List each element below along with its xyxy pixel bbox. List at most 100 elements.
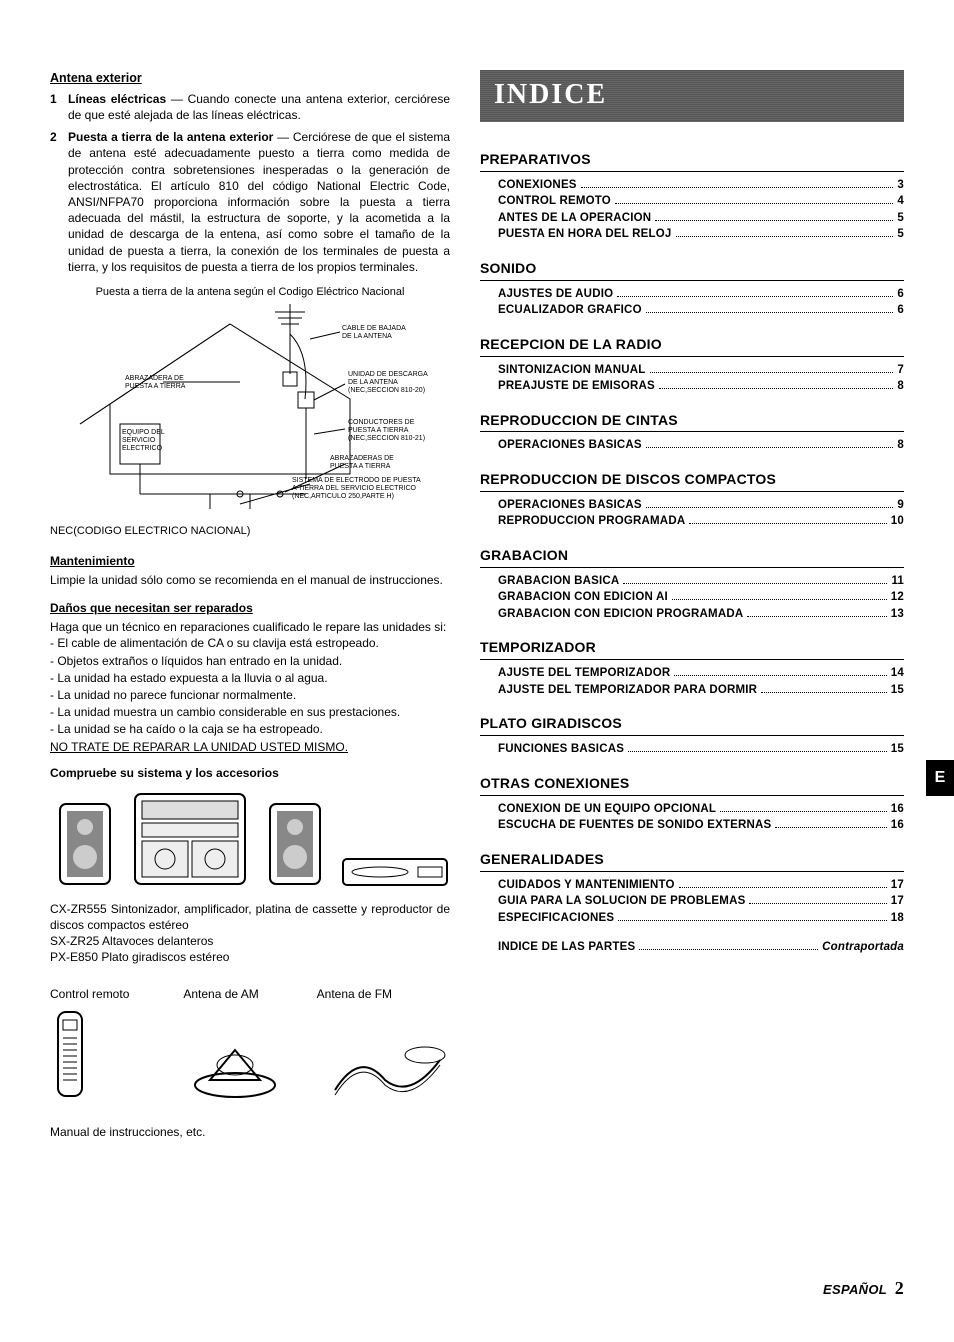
toc-row: INDICE DE LAS PARTES Contraportada (498, 940, 904, 956)
toc-row: ESCUCHA DE FUENTES DE SONIDO EXTERNAS16 (498, 818, 904, 834)
toc-row: REPRODUCCION PROGRAMADA10 (498, 514, 904, 530)
toc-dots (747, 616, 886, 617)
danos-item: El cable de alimentación de CA o su clav… (50, 635, 450, 651)
acc-text-1: CX-ZR555 Sintonizador, amplificador, pla… (50, 901, 450, 933)
toc-row: CUIDADOS Y MANTENIMIENTO17 (498, 878, 904, 894)
manual-note: Manual de instrucciones, etc. (50, 1124, 450, 1140)
toc-label: GRABACION CON EDICION PROGRAMADA (498, 607, 743, 623)
figure-caption: Puesta a tierra de la antena según el Co… (50, 285, 450, 300)
toc-row: CONEXIONES3 (498, 178, 904, 194)
toc-dots (628, 751, 887, 752)
toc-page: 17 (891, 894, 904, 910)
grounding-diagram-svg: CABLE DE BAJADADE LA ANTENA ABRAZADERA D… (60, 304, 440, 524)
toc-row: GRABACION BASICA11 (498, 574, 904, 590)
toc-section-heading: REPRODUCCION DE CINTAS (480, 411, 904, 433)
toc-page: 5 (897, 211, 904, 227)
toc-section-items: FUNCIONES BASICAS 15 (480, 742, 904, 758)
danos-item: La unidad ha estado expuesta a la lluvia… (50, 670, 450, 686)
danos-item: Objetos extraños o líquidos han entrado … (50, 653, 450, 669)
toc-dots (618, 920, 886, 921)
toc-section-items: CUIDADOS Y MANTENIMIENTO17GUIA PARA LA S… (480, 878, 904, 927)
indice-banner: INDICE (480, 70, 904, 122)
toc-dots (581, 187, 894, 188)
toc-row: GUIA PARA LA SOLUCION DE PROBLEMAS 17 (498, 894, 904, 910)
toc-section-items: AJUSTES DE AUDIO6ECUALIZADOR GRAFICO6 (480, 287, 904, 319)
language-tab: E (926, 760, 954, 796)
acc-label: Antena de AM (183, 986, 316, 1002)
toc-dots (617, 296, 893, 297)
toc-dots (749, 903, 886, 904)
toc-row: SINTONIZACION MANUAL7 (498, 363, 904, 379)
toc-row: GRABACION CON EDICION AI12 (498, 590, 904, 606)
toc-label: PREAJUSTE DE EMISORAS (498, 379, 655, 395)
toc-page: Contraportada (822, 940, 904, 956)
heading-antena: Antena exterior (50, 70, 450, 87)
toc-dots (646, 312, 894, 313)
safety-label: Puesta a tierra de la antena exterior (68, 130, 273, 144)
fig-label-sistema: SISTEMA DE ELECTRODO DE PUESTAA TIERRA D… (292, 477, 421, 500)
toc-row: AJUSTE DEL TEMPORIZADOR PARA DORMIR15 (498, 683, 904, 699)
toc-row: OPERACIONES BASICAS 8 (498, 438, 904, 454)
toc-page: 11 (891, 574, 904, 590)
toc-row: GRABACION CON EDICION PROGRAMADA 13 (498, 607, 904, 623)
toc-dots (655, 220, 893, 221)
toc-row: OPERACIONES BASICAS 9 (498, 498, 904, 514)
toc-page: 8 (897, 438, 904, 454)
toc-section-heading: TEMPORIZADOR (480, 638, 904, 660)
footer-lang: ESPAÑOL (823, 1282, 887, 1297)
toc-page: 18 (891, 911, 904, 927)
toc-page: 12 (891, 590, 904, 606)
fm-antenna-icon (330, 1040, 450, 1104)
toc-label: OPERACIONES BASICAS (498, 498, 642, 514)
toc-section-heading: PLATO GIRADISCOS (480, 714, 904, 736)
toc-page: 16 (891, 818, 904, 834)
toc-dots (720, 811, 887, 812)
toc-label: ESPECIFICACIONES (498, 911, 614, 927)
small-accessories-row (50, 1010, 450, 1104)
toc-section-items: CONEXIONES3CONTROL REMOTO4ANTES DE LA OP… (480, 178, 904, 243)
toc-section-heading: REPRODUCCION DE DISCOS COMPACTOS (480, 470, 904, 492)
small-acc-labels: Control remoto Antena de AM Antena de FM (50, 986, 450, 1002)
danos-warning: NO TRATE DE REPARAR LA UNIDAD USTED MISM… (50, 739, 450, 755)
toc-label: FUNCIONES BASICAS (498, 742, 624, 758)
toc-page: 4 (897, 194, 904, 210)
toc-row: PREAJUSTE DE EMISORAS 8 (498, 379, 904, 395)
fig-label-unidad: UNIDAD DE DESCARGADE LA ANTENA(NEC,SECCI… (348, 371, 428, 394)
toc-page: 15 (891, 742, 904, 758)
safety-text: — Cerciórese de que el sistema de antena… (68, 130, 450, 274)
safety-item: 2 Puesta a tierra de la antena exterior … (50, 129, 450, 275)
toc-dots (615, 203, 893, 204)
danos-item: La unidad se ha caído o la caja se ha es… (50, 721, 450, 737)
toc-dots (650, 372, 894, 373)
toc: PREPARATIVOS CONEXIONES3CONTROL REMOTO4AN… (480, 150, 904, 926)
toc-dots (679, 887, 887, 888)
toc-page: 13 (891, 607, 904, 623)
toc-dots (623, 583, 887, 584)
acc-text-2: SX-ZR25 Altavoces delanteros (50, 933, 450, 949)
toc-label: OPERACIONES BASICAS (498, 438, 642, 454)
toc-dots (672, 599, 887, 600)
toc-page: 5 (897, 227, 904, 243)
toc-label: GUIA PARA LA SOLUCION DE PROBLEMAS (498, 894, 745, 910)
toc-label: AJUSTE DEL TEMPORIZADOR PARA DORMIR (498, 683, 757, 699)
toc-dots (646, 507, 894, 508)
toc-page: 8 (897, 379, 904, 395)
toc-label: REPRODUCCION PROGRAMADA (498, 514, 685, 530)
toc-page: 9 (897, 498, 904, 514)
toc-page: 6 (897, 287, 904, 303)
toc-row: CONEXION DE UN EQUIPO OPCIONAL16 (498, 802, 904, 818)
footer-right: ESPAÑOL 2 (480, 1276, 904, 1300)
fig-nec-note: NEC(CODIGO ELECTRICO NACIONAL) (50, 524, 450, 539)
toc-page: 16 (891, 802, 904, 818)
toc-dots (639, 949, 818, 950)
speaker-right-icon (260, 799, 330, 889)
safety-item: 1 Líneas eléctricas — Cuando conecte una… (50, 91, 450, 123)
danos-item: La unidad muestra un cambio considerable… (50, 704, 450, 720)
heading-compruebe: Compruebe su sistema y los accesorios (50, 765, 450, 781)
toc-page: 14 (891, 666, 904, 682)
toc-label: ECUALIZADOR GRAFICO (498, 303, 642, 319)
toc-section-heading: PREPARATIVOS (480, 150, 904, 172)
toc-section-heading: OTRAS CONEXIONES (480, 774, 904, 796)
acc-label: Antena de FM (317, 986, 450, 1002)
toc-page: 7 (897, 363, 904, 379)
